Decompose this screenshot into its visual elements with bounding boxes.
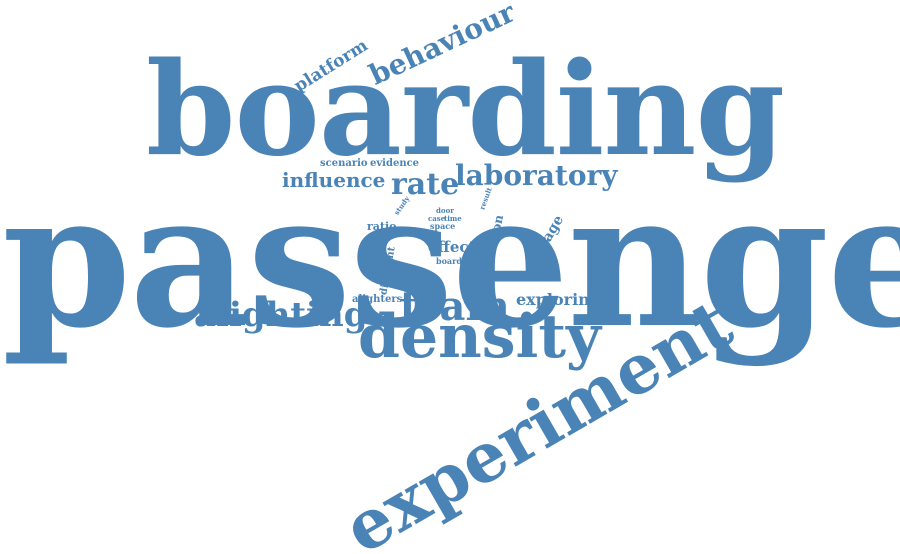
word-laboratory: laboratory [455, 159, 618, 192]
word-scenario: scenario [320, 158, 368, 169]
word-case: case [428, 214, 446, 223]
word-effect: effect [428, 238, 476, 256]
word-passenger: passenger [2, 151, 900, 369]
word-door: door [436, 206, 454, 215]
word-space: space [430, 221, 456, 231]
word-alighting: alighting [194, 295, 368, 335]
word-alighters: alighters [352, 294, 403, 305]
word-boarding: boarding [146, 35, 785, 185]
word-influence: influence [282, 168, 386, 192]
word-evidence: evidence [370, 158, 420, 169]
word-train: train [400, 283, 510, 330]
word-time: time [444, 214, 462, 223]
word-exploring: exploring [516, 290, 601, 309]
word-ratio: ratio [367, 220, 397, 233]
word-board: board [436, 256, 462, 266]
word-rate: rate [391, 167, 460, 202]
word-density: density [358, 302, 601, 372]
